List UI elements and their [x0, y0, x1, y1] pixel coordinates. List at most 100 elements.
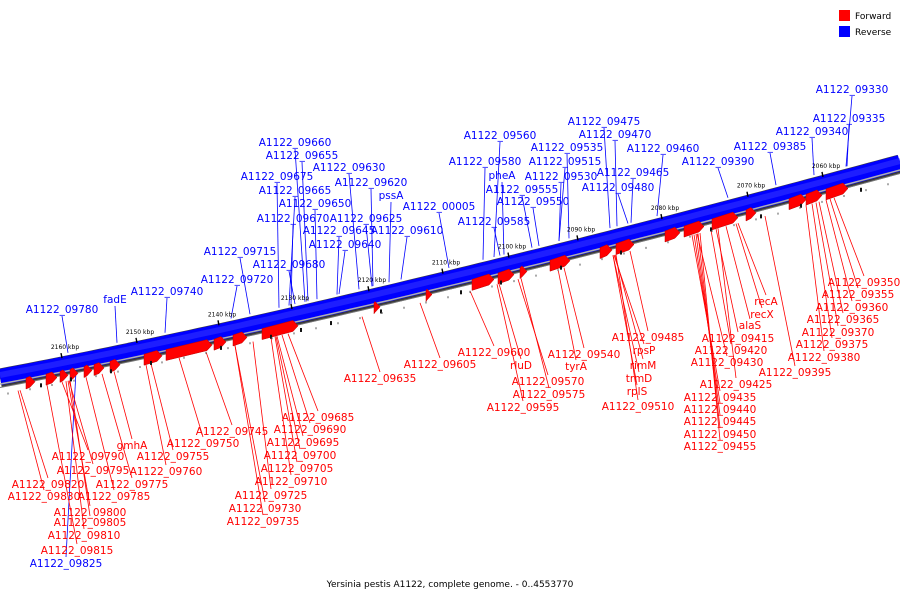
gene-label: A1122_09335 [813, 113, 886, 125]
genome-caption: Yersinia pestis A1122, complete genome. … [326, 580, 574, 590]
guide-line [252, 341, 272, 490]
guide-line [469, 290, 495, 347]
gene-stub [330, 321, 332, 326]
scale-tick-mark [290, 303, 293, 310]
gene-label: A1122_09555 [486, 184, 559, 196]
gene-label: A1122_09760 [130, 466, 203, 478]
gene-label: alaS [739, 320, 762, 332]
gene-label: A1122_09775 [96, 479, 169, 491]
scale-tick-mark [660, 213, 663, 220]
gene-stub [860, 187, 862, 192]
forward-gene-arrow [599, 244, 613, 259]
guide-line [281, 334, 311, 424]
guide-line [811, 137, 815, 176]
scale-tick-label: 2060 kbp [812, 163, 840, 170]
gene-label: A1122_09475 [568, 116, 641, 128]
forward-gene-arrow [59, 369, 69, 383]
guide-line [290, 224, 294, 306]
guide-line [61, 315, 69, 353]
gene-label: rimM [630, 360, 657, 372]
guide-line [699, 232, 721, 441]
guide-line [629, 250, 649, 332]
gene-label: A1122_09725 [235, 490, 308, 502]
gene-label: A1122_09735 [227, 516, 300, 528]
guide-line [725, 226, 751, 320]
guide-line [361, 316, 381, 373]
gene-label: A1122_09740 [131, 286, 204, 298]
gene-stub [110, 369, 112, 374]
forward-gene-arrow [549, 254, 571, 272]
gene-label: A1122_09670 [257, 213, 330, 225]
scale-tick-mark [441, 268, 444, 274]
gene-stub [380, 309, 382, 314]
scale-tick-label: 2080 kbp [651, 205, 679, 212]
guide-line [288, 270, 296, 305]
gene-label: A1122_09620 [335, 177, 408, 189]
gene-label: A1122_09700 [264, 450, 337, 462]
guide-line [234, 345, 266, 503]
guide-line [829, 198, 859, 289]
forward-gene-arrow [83, 364, 93, 379]
guide-line [558, 167, 566, 241]
scale-tick-mark [367, 286, 370, 292]
gene-label: A1122_09455 [684, 441, 757, 453]
guide-line [717, 228, 737, 379]
gene-label: A1122_09630 [313, 162, 386, 174]
gene-label: pheA [489, 170, 517, 182]
gene-label: A1122_09655 [266, 150, 339, 162]
gene-label: A1122_09535 [531, 142, 604, 154]
scale-ticks: 2060 kbp 2070 kbp 2080 kbp 2090 kbp 2100 kbp… [7, 163, 889, 395]
guide-line [234, 345, 264, 516]
guide-line [614, 140, 618, 227]
guide-line [17, 390, 45, 491]
track-band-shade [0, 158, 900, 378]
gene-stub [560, 265, 562, 270]
gene-label: A1122_09510 [602, 401, 675, 413]
gene-label: recX [750, 309, 774, 321]
gene-label: A1122_09595 [487, 402, 560, 414]
gene-label: A1122_09830 [8, 491, 81, 503]
gene-label: A1122_09550 [497, 196, 570, 208]
gene-label: A1122_09660 [259, 137, 332, 149]
guide-line [811, 203, 833, 339]
forward-gene-arrow [519, 265, 528, 280]
gene-label: A1122_00005 [403, 201, 476, 213]
gene-label: A1122_09380 [788, 352, 861, 364]
scale-tick-label: 2160 kbp [51, 344, 79, 351]
gene-stub [40, 383, 42, 388]
gene-stub [760, 214, 762, 219]
reverse-swatch [839, 26, 850, 37]
gene-label: A1122_09560 [464, 130, 537, 142]
gene-label: rplS [627, 386, 648, 398]
guide-line [482, 167, 486, 260]
gene-label: A1122_09820 [12, 479, 85, 491]
guide-line [566, 153, 570, 239]
guide-line [557, 269, 577, 361]
scale-tick-mark [746, 191, 749, 197]
gene-label: A1122_09645 [303, 225, 376, 237]
gene-label: A1122_09445 [684, 416, 757, 428]
gene-label: A1122_09585 [458, 216, 531, 228]
guide-line [614, 254, 644, 360]
gene-label: A1122_09805 [54, 517, 127, 529]
guide-line [114, 305, 118, 343]
guide-line [612, 255, 638, 386]
scale-tick-mark [217, 320, 220, 326]
guide-line [65, 381, 85, 530]
gene-label: A1122_09690 [274, 424, 347, 436]
guide-line [239, 257, 251, 315]
gene-label: A1122_09780 [26, 304, 99, 316]
gene-label: A1122_09575 [513, 389, 586, 401]
guide-line [68, 380, 94, 465]
guide-line [735, 223, 763, 309]
scale-tick-mark [60, 353, 63, 359]
guide-line [717, 167, 729, 198]
gene-label: A1122_09415 [702, 333, 775, 345]
gene-label: A1122_09340 [776, 126, 849, 138]
gene-label: A1122_09440 [684, 404, 757, 416]
gene-label: A1122_09675 [241, 171, 314, 183]
guide-line [715, 228, 739, 333]
gene-label: A1122_09360 [816, 302, 889, 314]
gene-label: A1122_09425 [700, 379, 773, 391]
